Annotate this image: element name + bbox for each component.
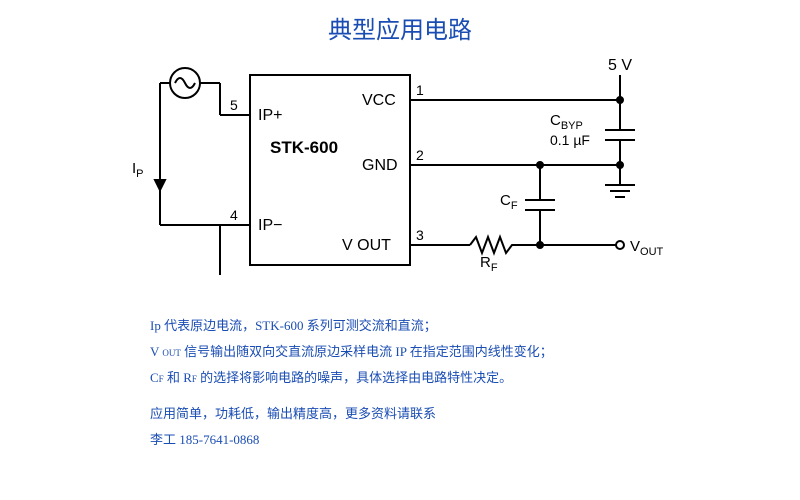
page-title: 典型应用电路 xyxy=(0,0,800,45)
pin-ip-plus: IP+ xyxy=(258,107,282,124)
desc-line-3: CF 和 RF 的选择将影响电路的噪声，具体选择由电路特性决定。 xyxy=(150,365,650,391)
ip-label: IP xyxy=(132,160,144,180)
pin-ip-minus: IP− xyxy=(258,217,282,234)
cbyp-label: CBYP xyxy=(550,112,583,132)
pin4-num: 4 xyxy=(230,207,238,223)
cf-label: CF xyxy=(500,192,518,212)
cbyp-value: 0.1 µF xyxy=(550,132,590,148)
desc-line-4: 应用简单，功耗低，输出精度高，更多资料请联系 xyxy=(150,401,650,427)
vout-label: VOUT xyxy=(630,238,664,258)
desc-line-1: Ip 代表原边电流，STK-600 系列可测交流和直流； xyxy=(150,313,650,339)
chip-name: STK-600 xyxy=(270,138,338,157)
pin1-num: 1 xyxy=(416,82,424,98)
rf-label: RF xyxy=(480,254,498,274)
pin2-num: 2 xyxy=(416,147,424,163)
pin3-num: 3 xyxy=(416,227,424,243)
circuit-diagram: 5 4 1 2 3 IP+ IP− VCC GND V OUT STK-600 … xyxy=(120,45,680,305)
supply-label: 5 V xyxy=(608,57,632,74)
description-block: Ip 代表原边电流，STK-600 系列可测交流和直流； V OUT 信号输出随… xyxy=(0,305,800,453)
desc-line-2: V OUT 信号输出随双向交直流原边采样电流 IP 在指定范围内线性变化； xyxy=(150,339,650,365)
pin-gnd: GND xyxy=(362,157,398,174)
pin5-num: 5 xyxy=(230,97,238,113)
desc-line-5: 李工 185-7641-0868 xyxy=(150,427,650,453)
pin-vout: V OUT xyxy=(342,237,391,254)
pin-vcc: VCC xyxy=(362,92,396,109)
